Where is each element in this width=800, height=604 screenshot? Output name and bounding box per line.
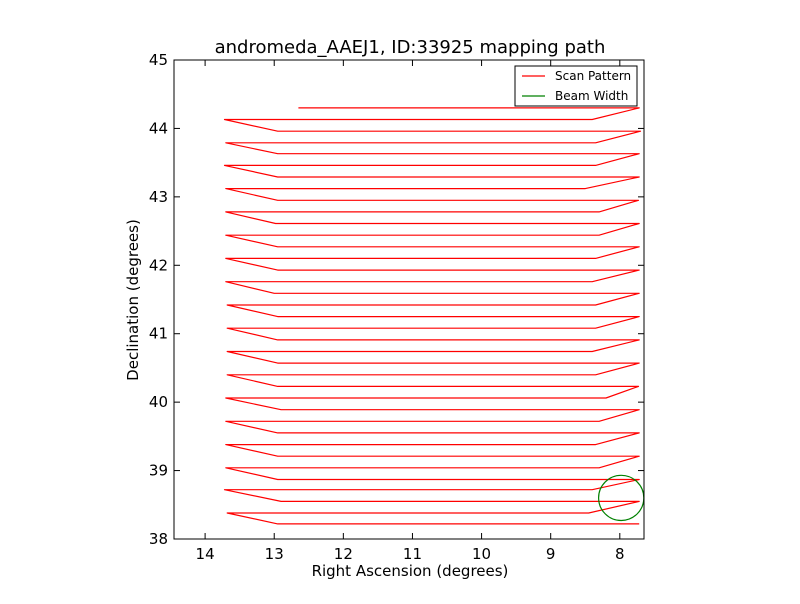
legend-label-scan-pattern: Scan Pattern: [555, 69, 631, 83]
x-tick-label: 12: [334, 545, 353, 563]
x-axis-label: Right Ascension (degrees): [312, 562, 509, 580]
y-tick-label: 45: [149, 51, 168, 69]
tick-layer: 14 13 12 11 10 9 8 38 39 40 41 42 43 44 45: [149, 51, 644, 563]
legend-label-beam-width: Beam Width: [555, 89, 628, 103]
y-axis-label: Declination (degrees): [124, 219, 142, 381]
x-tick-label: 14: [196, 545, 215, 563]
plot-frame: [173, 59, 645, 540]
y-tick-label: 43: [149, 188, 168, 206]
y-tick-label: 41: [149, 325, 168, 343]
x-tick-label: 10: [472, 545, 491, 563]
y-tick-label: 40: [149, 393, 168, 411]
plot-background: [174, 60, 644, 539]
legend-box: [514, 65, 638, 107]
x-tick-label: 13: [265, 545, 284, 563]
x-tick-label: 9: [546, 545, 556, 563]
y-tick-label: 39: [149, 462, 168, 480]
chart-title: andromeda_AAEJ1, ID:33925 mapping path: [215, 37, 606, 58]
scan-pattern-line: [223, 107, 642, 525]
y-tick-label: 42: [149, 256, 168, 274]
x-tick-label: 8: [615, 545, 625, 563]
plot-area: 14 13 12 11 10 9 8 38 39 40 41 42 43 44 45: [149, 51, 645, 563]
legend: Scan Pattern Beam Width: [514, 65, 638, 107]
y-tick-label: 38: [149, 530, 168, 548]
x-tick-label: 11: [403, 545, 422, 563]
y-tick-label: 44: [149, 119, 168, 137]
